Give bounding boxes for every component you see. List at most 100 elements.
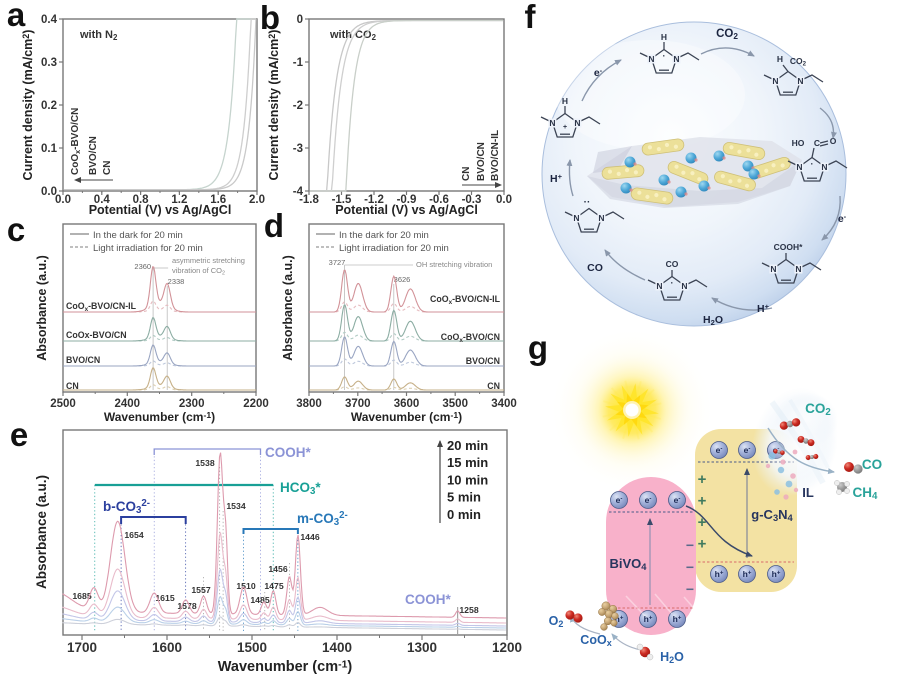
svg-text:0.0: 0.0 [496,194,512,206]
svg-text:BVO/CN: BVO/CN [66,355,100,365]
svg-text:BVO/CN: BVO/CN [466,356,500,366]
svg-text:Absorbance (a.u.): Absorbance (a.u.) [281,255,295,361]
svg-text:1400: 1400 [322,640,352,655]
svg-text:·: · [671,278,674,288]
svg-text:Light irradiation for 20 min: Light irradiation for 20 min [93,243,203,254]
svg-text:N: N [796,162,802,172]
svg-text:COOH*: COOH* [265,445,312,460]
svg-text:1685: 1685 [72,591,91,601]
svg-text:-0.6: -0.6 [429,194,449,206]
svg-text:1475: 1475 [264,581,283,591]
svg-text:1615: 1615 [155,593,174,603]
svg-text:15 min: 15 min [447,455,488,470]
svg-text:CoOx​-BVO/CN: CoOx​-BVO/CN [70,108,82,175]
svg-text:Wavenumber (cm-1​): Wavenumber (cm-1​) [104,410,215,424]
svg-text:2200: 2200 [243,398,269,410]
svg-text:N: N [656,281,662,291]
svg-text:0.1: 0.1 [41,143,58,155]
svg-text:e-​: e-​ [594,66,603,79]
svg-text:2500: 2500 [50,398,76,410]
svg-text:H: H [661,32,667,42]
svg-text:g: g [528,329,548,366]
svg-text:O: O [830,136,837,146]
svg-text:-4: -4 [293,186,304,198]
svg-text:f: f [525,0,537,35]
svg-text:1446: 1446 [300,532,319,542]
svg-text:N: N [772,76,778,86]
svg-text:N: N [573,213,579,223]
svg-text:h+​: h+​ [743,569,752,579]
svg-text:d: d [264,207,284,244]
svg-text:−: − [686,581,694,597]
svg-text:m-CO3​2-​: m-CO3​2-​ [297,510,348,528]
svg-text:e-​: e-​ [674,495,681,505]
svg-text:0.3: 0.3 [41,57,57,69]
svg-text:N: N [648,54,654,64]
svg-text:h+​: h+​ [615,614,624,624]
svg-text:-0.9: -0.9 [397,194,417,206]
svg-text:+: + [698,493,707,510]
svg-text:3727: 3727 [329,258,346,267]
svg-text:H2​O: H2​O [660,650,684,665]
svg-text:-1: -1 [293,57,304,69]
svg-text:1578: 1578 [177,601,196,611]
svg-text:CN: CN [487,381,500,391]
svg-text:CoOx​-BVO/CN-IL: CoOx​-BVO/CN-IL [430,294,501,306]
svg-text:3400: 3400 [491,398,517,410]
svg-text:·: · [811,159,814,169]
svg-text:0 min: 0 min [447,507,481,522]
svg-text:N: N [681,281,687,291]
svg-text:+: + [698,514,707,531]
svg-text:3500: 3500 [442,398,468,410]
svg-text:3800: 3800 [296,398,322,410]
svg-text:with CO2​: with CO2​ [329,29,377,42]
svg-text:1.2: 1.2 [171,194,187,206]
svg-text:0: 0 [297,14,303,26]
svg-text:+: + [698,536,707,553]
svg-text:Potential (V) vs Ag/AgCl: Potential (V) vs Ag/AgCl [89,203,232,217]
svg-text:Wavenumber (cm-1​): Wavenumber (cm-1​) [218,659,353,675]
svg-text:N: N [821,162,827,172]
svg-text:-1.2: -1.2 [364,194,384,206]
svg-text:e-​: e-​ [616,495,623,505]
svg-text:CoOx​-BVO/CN: CoOx​-BVO/CN [441,332,500,344]
svg-text:CO2​: CO2​ [805,401,831,418]
svg-text:Absorbance (a.u.): Absorbance (a.u.) [34,475,49,589]
svg-text:N: N [795,264,801,274]
svg-text:c: c [7,211,25,248]
svg-text:··: ·· [584,197,591,208]
svg-text:H: H [562,96,568,106]
svg-text:CN: CN [66,381,79,391]
svg-text:1557: 1557 [191,585,210,595]
svg-text:3600: 3600 [394,398,420,410]
svg-text:CoOx-BVO/CN: CoOx-BVO/CN [66,330,127,340]
svg-text:COOH*: COOH* [405,592,452,607]
svg-text:Current density (mA/cm2​): Current density (mA/cm2​) [21,30,35,181]
svg-text:IL: IL [802,485,814,500]
svg-text:-0.3: -0.3 [462,194,482,206]
svg-text:10 min: 10 min [447,472,488,487]
svg-text:CoOx​: CoOx​ [580,633,611,648]
svg-text:N: N [770,264,776,274]
svg-text:1258: 1258 [459,605,478,615]
svg-text:0.4: 0.4 [41,14,58,26]
svg-text:1500: 1500 [237,640,267,655]
svg-text:b: b [260,0,280,36]
svg-text:e: e [10,416,28,453]
svg-text:N: N [673,54,679,64]
svg-text:CN: CN [102,161,113,175]
svg-text:N: N [574,118,580,128]
svg-text:H: H [777,54,783,64]
svg-text:COOH*: COOH* [774,242,804,252]
svg-text:C: C [814,138,820,148]
svg-text:CO: CO [862,457,882,472]
svg-text:-3: -3 [293,143,303,155]
svg-text:CO2​: CO2​ [790,56,807,68]
svg-text:1456: 1456 [268,564,287,574]
svg-text:g-C3​N4​: g-C3​N4​ [751,507,793,523]
svg-text:CO: CO [587,262,603,274]
svg-text:O2​: O2​ [549,614,564,629]
svg-text:-2: -2 [293,100,303,112]
svg-text:h+​: h+​ [715,569,724,579]
svg-text:h+​: h+​ [673,614,682,624]
